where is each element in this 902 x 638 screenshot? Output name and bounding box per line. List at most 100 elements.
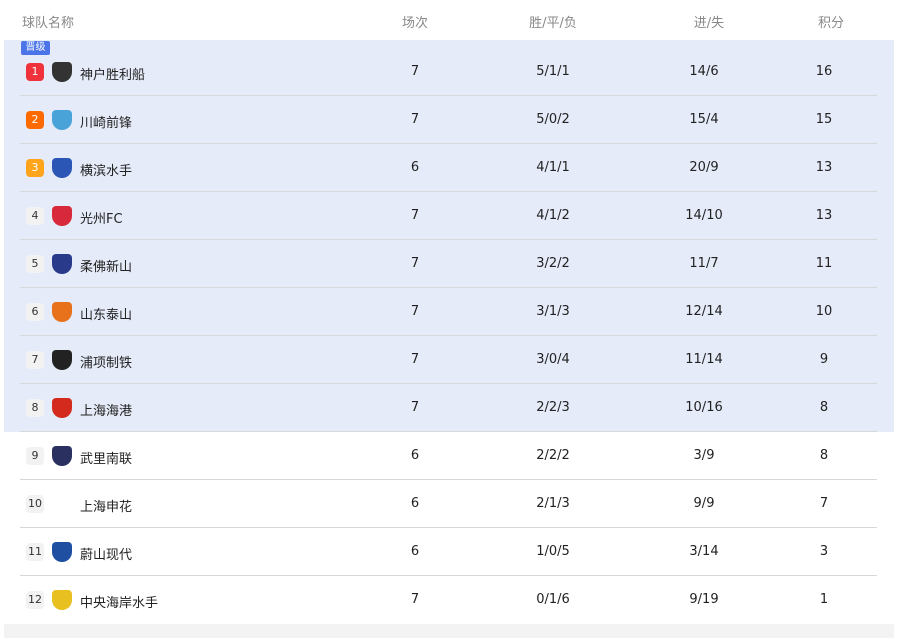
team-logo-icon	[52, 542, 72, 562]
points: 16	[815, 64, 833, 79]
rank-badge: 7	[26, 351, 44, 369]
footer-bar	[4, 624, 894, 638]
rank-badge: 8	[26, 399, 44, 417]
team-name[interactable]: 上海海港	[80, 404, 133, 419]
header-played: 场次	[401, 16, 429, 31]
table-header: 球队名称 场次 胜/平/负 进/失 积分	[0, 0, 902, 40]
rank-badge: 2	[26, 111, 44, 129]
wdl: 3/2/2	[536, 256, 570, 271]
points: 8	[819, 400, 829, 415]
goals: 3/9	[693, 448, 715, 463]
played: 7	[410, 352, 420, 367]
promotion-badge: 晋级	[21, 41, 50, 55]
row-divider	[20, 287, 877, 288]
row-divider	[20, 383, 877, 384]
table-row[interactable]: 2 川崎前锋 7 5/0/2 15/4 15	[0, 96, 902, 144]
goals: 14/10	[685, 208, 723, 223]
goals: 11/14	[685, 352, 723, 367]
played: 6	[410, 544, 420, 559]
table-row[interactable]: 1 神户胜利船 7 5/1/1 14/6 16	[0, 40, 902, 96]
table-row[interactable]: 7 浦项制铁 7 3/0/4 11/14 9	[0, 336, 902, 384]
row-divider	[20, 191, 877, 192]
points: 9	[819, 352, 829, 367]
rank-badge: 12	[26, 591, 44, 609]
team-name[interactable]: 中央海岸水手	[80, 596, 159, 611]
team-logo-icon	[52, 446, 72, 466]
team-name[interactable]: 川崎前锋	[80, 116, 133, 131]
played: 6	[410, 496, 420, 511]
goals: 10/16	[685, 400, 723, 415]
row-divider	[20, 143, 877, 144]
table-row[interactable]: 8 上海海港 7 2/2/3 10/16 8	[0, 384, 902, 432]
wdl: 2/2/3	[536, 400, 570, 415]
goals: 11/7	[689, 256, 719, 271]
played: 7	[410, 400, 420, 415]
row-divider	[20, 527, 877, 528]
points: 1	[819, 592, 829, 607]
row-divider	[20, 95, 877, 96]
wdl: 3/1/3	[536, 304, 570, 319]
team-name[interactable]: 光州FC	[80, 212, 123, 227]
rank-badge: 1	[26, 63, 44, 81]
wdl: 4/1/1	[536, 160, 570, 175]
points: 11	[815, 256, 833, 271]
header-goals: 进/失	[693, 16, 725, 31]
wdl: 0/1/6	[536, 592, 570, 607]
team-name[interactable]: 山东泰山	[80, 308, 133, 323]
wdl: 5/1/1	[536, 64, 570, 79]
rank-badge: 11	[26, 543, 44, 561]
team-logo-icon	[52, 158, 72, 178]
goals: 9/19	[689, 592, 719, 607]
rank-badge: 4	[26, 207, 44, 225]
played: 7	[410, 112, 420, 127]
played: 7	[410, 208, 420, 223]
table-row[interactable]: 12 中央海岸水手 7 0/1/6 9/19 1	[0, 576, 902, 624]
table-row[interactable]: 10 上海申花 6 2/1/3 9/9 7	[0, 480, 902, 528]
goals: 3/14	[689, 544, 719, 559]
header-team: 球队名称	[22, 16, 75, 31]
team-logo-icon	[52, 110, 72, 130]
table-row[interactable]: 5 柔佛新山 7 3/2/2 11/7 11	[0, 240, 902, 288]
team-logo-icon	[52, 254, 72, 274]
row-divider	[20, 335, 877, 336]
team-name[interactable]: 上海申花	[80, 500, 133, 515]
goals: 14/6	[689, 64, 719, 79]
team-logo-icon	[52, 590, 72, 610]
row-divider	[20, 239, 877, 240]
rank-badge: 5	[26, 255, 44, 273]
wdl: 1/0/5	[536, 544, 570, 559]
points: 13	[815, 160, 833, 175]
played: 6	[410, 160, 420, 175]
points: 7	[819, 496, 829, 511]
team-name[interactable]: 柔佛新山	[80, 260, 133, 275]
table-row[interactable]: 3 横滨水手 6 4/1/1 20/9 13	[0, 144, 902, 192]
team-name[interactable]: 横滨水手	[80, 164, 133, 179]
table-row[interactable]: 6 山东泰山 7 3/1/3 12/14 10	[0, 288, 902, 336]
team-logo-icon	[52, 350, 72, 370]
team-logo-icon	[52, 62, 72, 82]
rank-badge: 9	[26, 447, 44, 465]
wdl: 2/2/2	[536, 448, 570, 463]
team-name[interactable]: 神户胜利船	[80, 68, 146, 83]
points: 3	[819, 544, 829, 559]
table-row[interactable]: 4 光州FC 7 4/1/2 14/10 13	[0, 192, 902, 240]
team-name[interactable]: 蔚山现代	[80, 548, 133, 563]
rank-badge: 3	[26, 159, 44, 177]
team-logo-icon	[52, 302, 72, 322]
table-row[interactable]: 11 蔚山现代 6 1/0/5 3/14 3	[0, 528, 902, 576]
table-row[interactable]: 9 武里南联 6 2/2/2 3/9 8	[0, 432, 902, 480]
goals: 12/14	[685, 304, 723, 319]
team-name[interactable]: 武里南联	[80, 452, 133, 467]
goals: 15/4	[689, 112, 719, 127]
rank-badge: 6	[26, 303, 44, 321]
team-logo-icon	[52, 398, 72, 418]
wdl: 3/0/4	[536, 352, 570, 367]
team-name[interactable]: 浦项制铁	[80, 356, 133, 371]
header-points: 积分	[817, 16, 845, 31]
wdl: 2/1/3	[536, 496, 570, 511]
team-logo-icon	[52, 206, 72, 226]
played: 7	[410, 592, 420, 607]
row-divider	[20, 431, 877, 432]
points: 8	[819, 448, 829, 463]
points: 13	[815, 208, 833, 223]
